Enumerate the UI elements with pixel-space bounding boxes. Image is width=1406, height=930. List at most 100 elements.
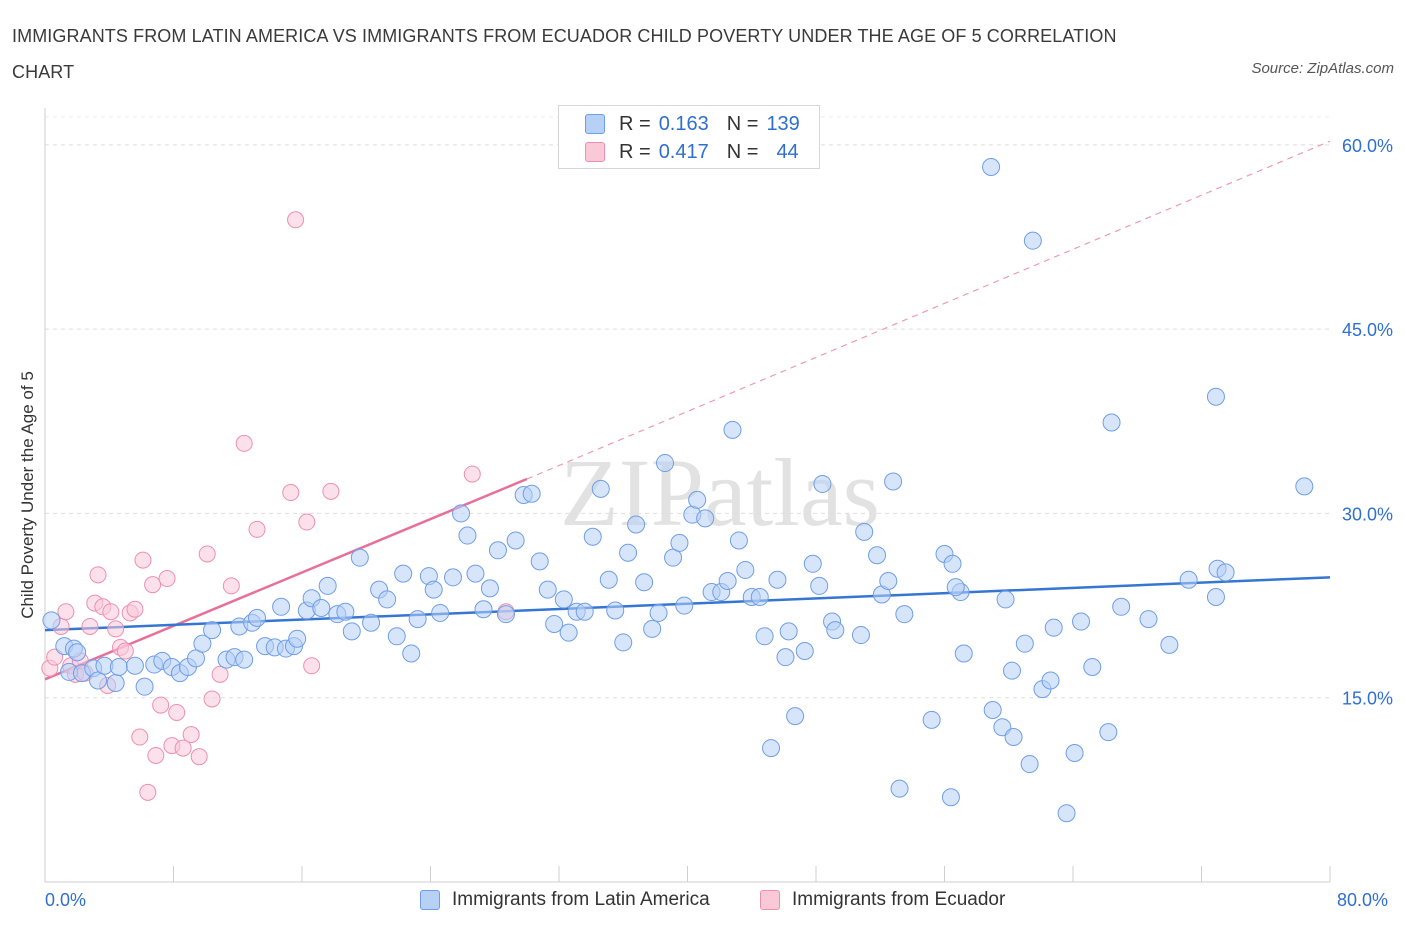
latin-america-point — [408, 610, 427, 629]
latin-america-point — [855, 522, 874, 541]
ecuador-point — [81, 617, 99, 635]
latin-america-point — [431, 603, 450, 622]
y-tick-label: 30.0% — [1342, 504, 1393, 524]
latin-america-point — [983, 701, 1002, 719]
legend-swatch-pink — [760, 890, 780, 910]
latin-america-point — [387, 627, 406, 646]
legend-label-ecuador: Immigrants from Ecuador — [792, 889, 1006, 910]
latin-america-point — [750, 587, 769, 606]
latin-america-point — [106, 673, 125, 692]
legend-n-label: N = — [726, 112, 759, 135]
ecuador-point — [89, 566, 107, 584]
latin-america-point — [1206, 387, 1225, 406]
latin-america-point — [538, 580, 557, 599]
watermark-text: ZIPatlas — [560, 439, 880, 546]
ecuador-point — [174, 739, 192, 757]
latin-america-point — [575, 602, 594, 621]
ecuador-point — [147, 746, 165, 764]
ecuador-point — [203, 690, 221, 708]
ecuador-point — [102, 603, 120, 621]
latin-america-point — [458, 526, 477, 545]
latin-america-point — [729, 531, 748, 550]
latin-america-point — [1112, 597, 1131, 616]
latin-america-point — [982, 157, 1001, 176]
latin-america-point — [851, 626, 870, 645]
legend-swatch-blue — [585, 114, 605, 134]
legend-row-ecuador: R = 0.417 N = 44 — [585, 138, 799, 166]
ecuador-point — [211, 665, 229, 683]
latin-america-point — [1102, 413, 1121, 432]
latin-america-point — [135, 677, 154, 696]
latin-america-point — [779, 622, 798, 641]
ecuador-point — [282, 484, 300, 502]
latin-america-point — [583, 527, 602, 546]
y-tick-label: 45.0% — [1342, 320, 1393, 340]
ecuador-trend-extension — [526, 140, 1331, 480]
ecuador-point — [298, 513, 316, 531]
latin-america-point — [614, 633, 633, 652]
latin-america-point — [996, 590, 1015, 609]
stats-legend: R = 0.163 N = 139 R = 0.417 N = 44 — [558, 105, 820, 169]
y-axis-label: Child Poverty Under the Age of 5 — [18, 371, 37, 619]
latin-america-point — [813, 474, 832, 493]
latin-america-point — [342, 622, 361, 641]
legend-row-latin-america: R = 0.163 N = 139 — [585, 110, 800, 138]
latin-america-point — [879, 572, 898, 590]
latin-america-point — [670, 533, 689, 552]
chart-title: IMMIGRANTS FROM LATIN AMERICA VS IMMIGRA… — [12, 26, 1117, 82]
y-tick-label: 60.0% — [1342, 136, 1393, 156]
ecuador-point — [107, 620, 125, 638]
ecuador-point — [152, 696, 170, 714]
latin-america-point — [488, 541, 507, 560]
latin-america-point — [762, 739, 781, 758]
ecuador-point — [126, 600, 144, 618]
ecuador-point — [248, 520, 266, 538]
latin-america-point — [1020, 755, 1039, 774]
latin-america-point — [718, 572, 737, 590]
series-legend: Immigrants from Latin America Immigrants… — [0, 889, 1406, 915]
latin-america-point — [1179, 570, 1198, 589]
latin-america-point — [1015, 634, 1034, 653]
latin-america-point — [336, 602, 355, 621]
legend-item-ecuador: Immigrants from Ecuador — [760, 889, 1005, 911]
latin-america-point — [619, 543, 638, 562]
latin-america-point — [826, 621, 845, 640]
latin-america-point — [736, 560, 755, 579]
latin-america-point — [688, 490, 707, 509]
latin-america-point — [943, 554, 962, 573]
latin-america-point — [649, 603, 668, 622]
ecuador-point — [182, 726, 200, 744]
latin-america-point — [125, 656, 144, 675]
y-tick-labels: 15.0% 30.0% 45.0% 60.0% — [1342, 136, 1393, 709]
latin-america-point — [696, 509, 715, 528]
x-tick-label-max: 80.0% — [1337, 890, 1389, 910]
latin-america-point — [362, 613, 381, 632]
latin-america-point — [946, 578, 965, 597]
source-label: Source: ZipAtlas.com — [1251, 60, 1394, 77]
legend-label-latin-america: Immigrants from Latin America — [452, 889, 710, 910]
latin-america-point — [1072, 612, 1091, 631]
legend-n-value: 139 — [766, 112, 800, 135]
legend-r-value: 0.417 — [658, 140, 709, 163]
latin-america-point — [895, 605, 914, 624]
legend-swatch-blue — [420, 890, 440, 910]
latin-america-point — [466, 564, 485, 583]
latin-america-point — [776, 648, 795, 667]
latin-america-point — [1139, 610, 1158, 629]
legend-r-label: R = — [619, 112, 651, 135]
latin-america-point — [1004, 728, 1023, 747]
latin-america-point — [42, 611, 61, 630]
latin-america-point — [318, 576, 337, 595]
latin-america-point — [312, 599, 331, 618]
latin-america-point — [810, 576, 829, 595]
latin-america-point — [109, 658, 128, 676]
latin-america-point — [1083, 658, 1102, 676]
latin-america-point — [522, 484, 541, 503]
latin-america-point — [394, 564, 413, 583]
latin-america-point — [635, 573, 654, 592]
latin-america-point — [1041, 671, 1060, 690]
latin-america-point — [786, 707, 805, 726]
latin-america-point — [424, 580, 443, 599]
latin-america-point — [235, 650, 254, 669]
